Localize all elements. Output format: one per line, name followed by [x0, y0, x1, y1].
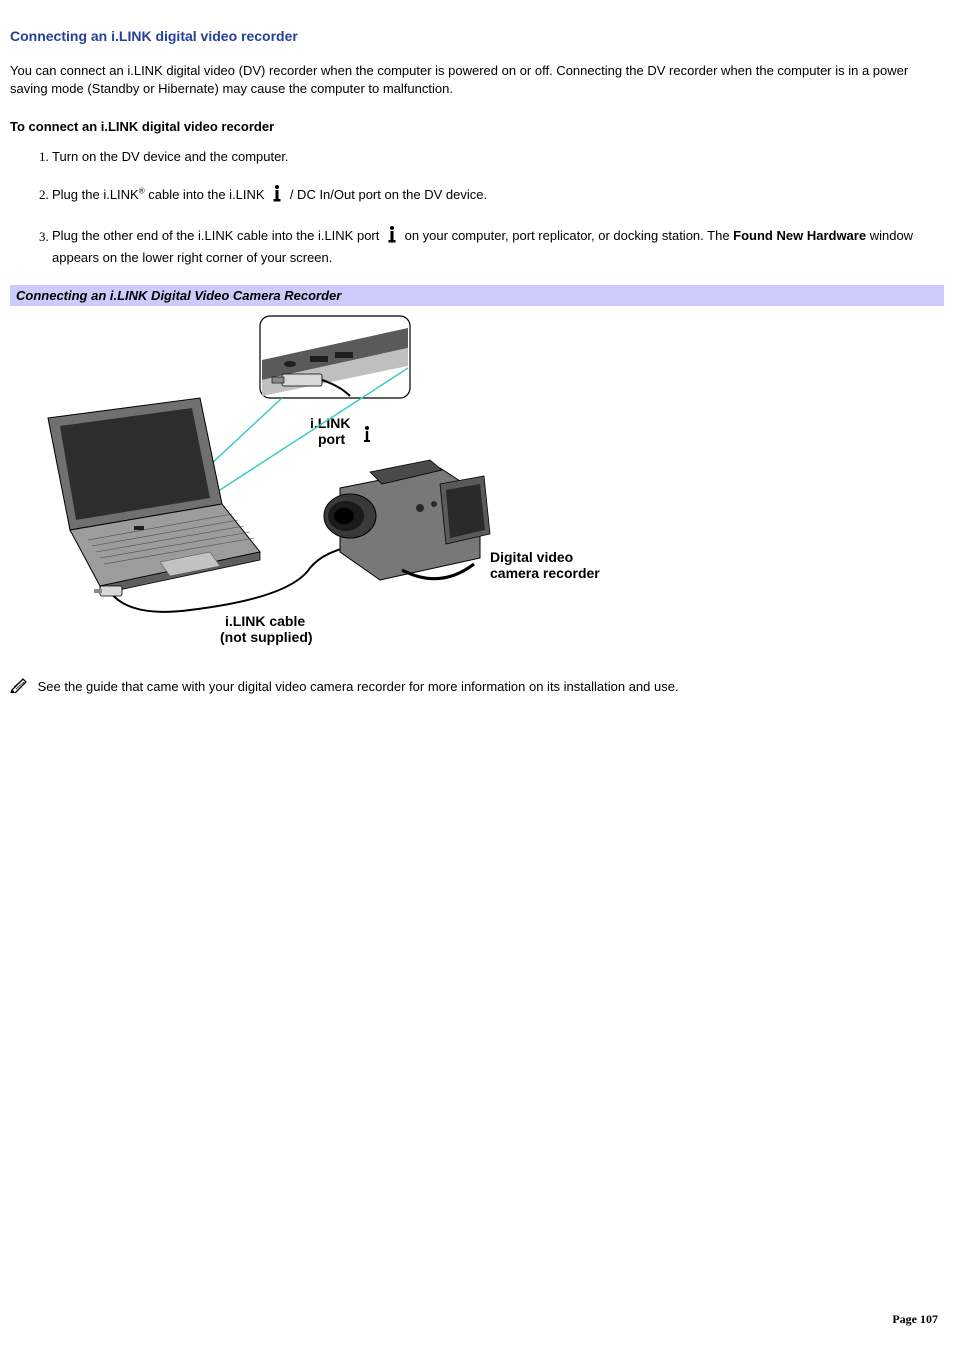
dv-camera-illustration — [324, 460, 490, 580]
step-3-b: on your computer, port replicator, or do… — [405, 229, 734, 244]
note-row: See the guide that came with your digita… — [10, 677, 944, 698]
page-number: Page 107 — [892, 1312, 938, 1327]
page-title: Connecting an i.LINK digital video recor… — [10, 28, 944, 44]
step-3-bold: Found New Hardware — [733, 229, 866, 244]
diagram-caption: Connecting an i.LINK Digital Video Camer… — [10, 285, 944, 306]
label-ilink-port-1: i.LINK — [310, 415, 350, 431]
subheading: To connect an i.LINK digital video recor… — [10, 119, 944, 134]
label-dv-2: camera recorder — [490, 565, 600, 581]
ilink-icon — [385, 225, 399, 248]
step-2: Plug the i.LINK® cable into the i.LINK /… — [52, 184, 944, 207]
label-ilink-port-2: port — [318, 431, 346, 447]
label-dv-1: Digital video — [490, 549, 573, 565]
steps-list: Turn on the DV device and the computer. … — [10, 148, 944, 267]
step-1-text: Turn on the DV device and the computer. — [52, 149, 289, 164]
ilink-icon — [270, 184, 284, 207]
note-icon — [10, 677, 30, 698]
intro-paragraph: You can connect an i.LINK digital video … — [10, 62, 944, 97]
step-2-c: / DC In/Out port on the DV device. — [290, 187, 487, 202]
step-2-a: Plug the i.LINK — [52, 187, 139, 202]
label-cable-2: (not supplied) — [220, 629, 313, 645]
label-cable-1: i.LINK cable — [225, 613, 305, 629]
note-text: See the guide that came with your digita… — [38, 679, 679, 694]
step-3: Plug the other end of the i.LINK cable i… — [52, 225, 944, 266]
laptop-illustration — [48, 398, 260, 594]
step-2-b: cable into the i.LINK — [145, 187, 269, 202]
step-3-a: Plug the other end of the i.LINK cable i… — [52, 229, 383, 244]
step-1: Turn on the DV device and the computer. — [52, 148, 944, 166]
connection-diagram: i.LINK port — [10, 308, 630, 651]
